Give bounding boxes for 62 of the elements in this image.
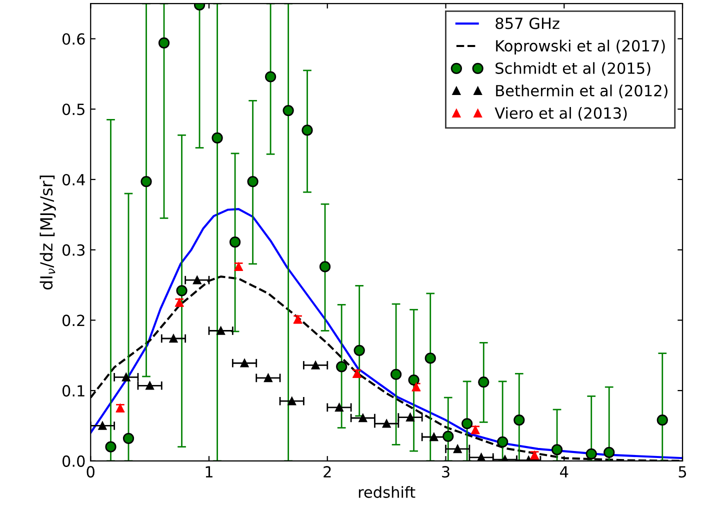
- point: [462, 418, 473, 430]
- x-tick-label: 2: [324, 466, 331, 478]
- point: [408, 374, 420, 386]
- point: [430, 432, 438, 442]
- point: [354, 344, 365, 356]
- y-tick-label: 0.2: [62, 314, 84, 326]
- y-tick-label: 0.6: [62, 33, 85, 45]
- point: [146, 381, 154, 390]
- x-tick-label: 4: [560, 466, 568, 478]
- y-tick-label: 0.5: [62, 104, 84, 116]
- point: [122, 373, 130, 382]
- point: [586, 448, 597, 460]
- point: [240, 358, 249, 368]
- point: [282, 104, 294, 116]
- point: [514, 414, 525, 426]
- point: [140, 176, 152, 188]
- point: [105, 441, 116, 452]
- legend-label: Koprowski et al (2017): [496, 40, 665, 55]
- point: [406, 413, 414, 422]
- point: [122, 432, 134, 444]
- x-tick-label: 0: [86, 466, 94, 478]
- y-axis-title: dI$_{ν}$/dz [MJy/sr]: [40, 176, 56, 290]
- point: [453, 444, 462, 454]
- y-tick-label: 0.3: [62, 244, 85, 256]
- point: [319, 261, 331, 272]
- point: [229, 236, 241, 248]
- point: [478, 376, 490, 388]
- point: [247, 176, 258, 188]
- point: [216, 326, 226, 335]
- point: [192, 276, 202, 284]
- point: [551, 444, 563, 456]
- point: [302, 124, 313, 136]
- legend-label: Viero et al (2013): [494, 107, 627, 121]
- x-tick-label: 5: [678, 466, 686, 478]
- point: [158, 37, 170, 49]
- point: [288, 396, 296, 406]
- point: [265, 71, 276, 82]
- point: [264, 374, 272, 382]
- point: [497, 436, 508, 448]
- point: [169, 334, 178, 343]
- x-axis-title: redshift: [358, 486, 416, 498]
- x-tick-label: 3: [442, 466, 450, 478]
- point: [604, 446, 615, 458]
- point: [98, 422, 107, 430]
- y-tick-label: 0.4: [62, 174, 85, 186]
- point: [212, 132, 223, 144]
- point: [390, 368, 402, 380]
- point: [336, 361, 348, 372]
- point: [424, 352, 436, 364]
- legend-label: Schmidt et al (2015): [496, 62, 650, 76]
- legend-label: 857 GHz: [496, 18, 560, 30]
- legend-label: Bethermin et al (2012): [496, 84, 668, 98]
- point: [335, 403, 344, 412]
- point: [656, 414, 668, 426]
- point: [442, 430, 454, 442]
- point: [358, 414, 368, 422]
- x-tick-label: 1: [206, 466, 212, 478]
- y-tick-label: 0.0: [62, 455, 85, 467]
- point: [176, 285, 188, 296]
- y-tick-label: 0.1: [62, 385, 84, 397]
- point: [382, 419, 391, 428]
- point: [311, 361, 320, 370]
